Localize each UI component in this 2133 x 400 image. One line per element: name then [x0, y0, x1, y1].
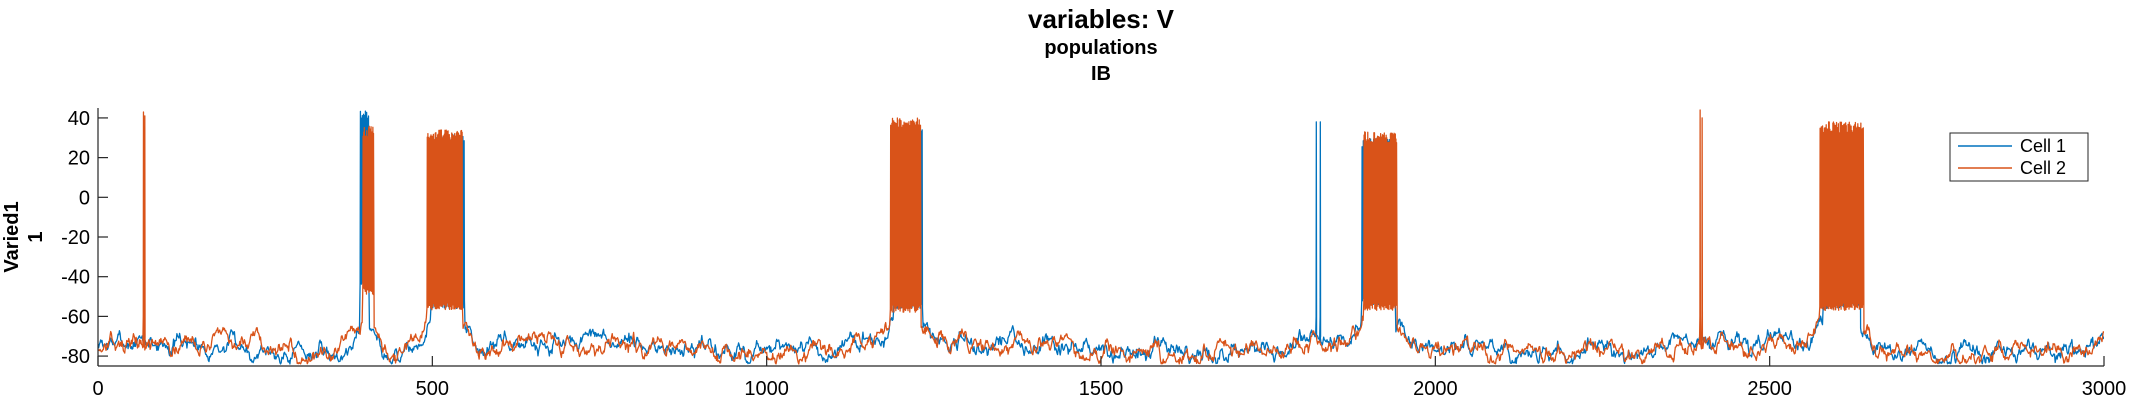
- y-tick-label: 40: [68, 108, 90, 130]
- y-tick-label: -40: [61, 267, 90, 289]
- x-tick-label: 1000: [744, 378, 789, 400]
- x-tick-label: 2500: [1747, 378, 1792, 400]
- chart-titles: variables: V populations IB: [1028, 4, 1175, 85]
- x-tick-label: 0: [92, 378, 103, 400]
- y-tick-label: -20: [61, 227, 90, 249]
- x-tick-label: 2000: [1413, 378, 1458, 400]
- series-line-cell-1: [98, 110, 2104, 365]
- chart-title: variables: V: [1028, 4, 1175, 34]
- y-axis-label: Varied1 1: [1, 201, 47, 272]
- legend-box: [1949, 132, 2089, 182]
- legend-label-cell-2: Cell 2: [2020, 158, 2066, 178]
- y-label-line-2: 1: [25, 231, 47, 242]
- x-tick-label: 3000: [2082, 378, 2127, 400]
- series-line-cell-2: [98, 109, 2104, 365]
- y-tick-label: -80: [61, 346, 90, 368]
- chart-axes: 0 500 1000 1500 2000 2500 3000 -80 -60 -40 -20 0 20 4…: [61, 108, 2126, 400]
- chart-subtitle-line-1: populations: [1044, 37, 1157, 59]
- chart-series: [98, 109, 2104, 365]
- y-tick-label: 20: [68, 148, 90, 170]
- x-tick-label: 1500: [1079, 378, 1124, 400]
- y-label-line-1: Varied1: [1, 201, 23, 272]
- x-tick-label: 500: [416, 378, 449, 400]
- y-tick-label: 0: [79, 187, 90, 209]
- chart-subtitle-line-2: IB: [1091, 63, 1111, 85]
- legend-label-cell-1: Cell 1: [2020, 136, 2066, 156]
- y-tick-label: -60: [61, 306, 90, 328]
